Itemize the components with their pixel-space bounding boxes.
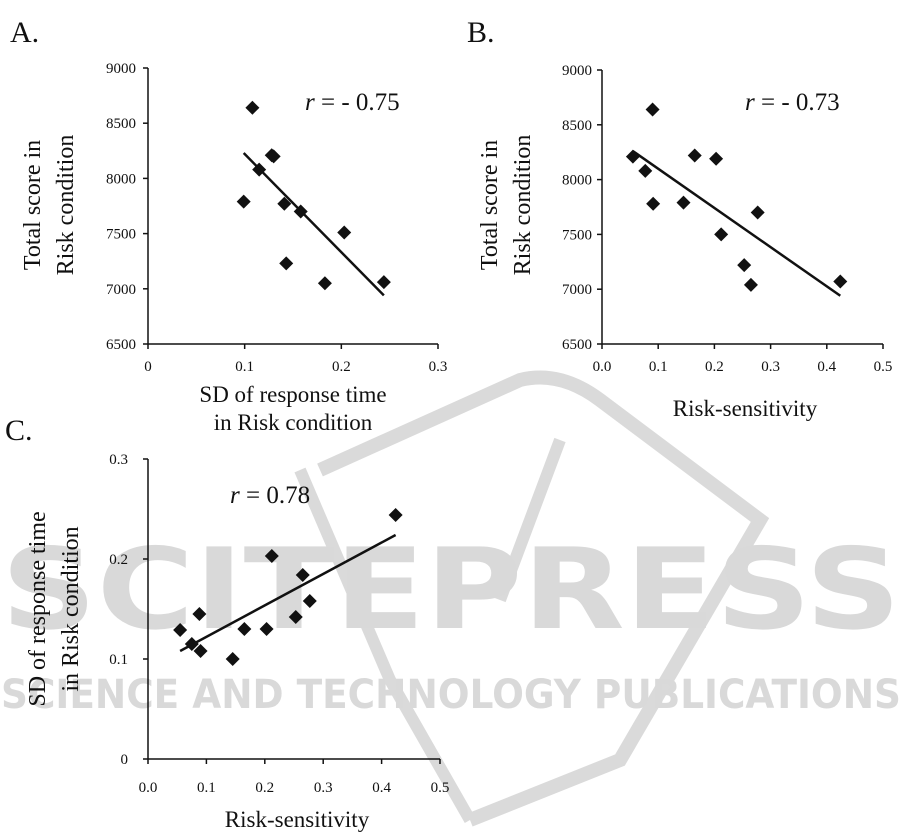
panel-b-data-point: [737, 258, 752, 273]
panel-b-y-tick-label: 8000: [562, 173, 592, 189]
panel-c-regression-line: [179, 533, 397, 653]
panel-a-data-point: [279, 256, 294, 271]
panel-c-data-point: [388, 508, 403, 522]
panel-a-y-axis-label: Total score in: [20, 140, 46, 270]
panel-b-data-point: [750, 205, 765, 220]
panel-b-x-tick-label: 0.4: [817, 359, 836, 375]
panel-b-data-point: [714, 227, 729, 242]
panel-b-y-tick-label: 7000: [562, 282, 592, 298]
panel-c-data-point: [192, 607, 207, 621]
panel-c-data-point: [184, 637, 199, 651]
panel-c-data-point: [193, 644, 208, 658]
panel-a-data-point: [236, 194, 251, 209]
panel-c-x-tick-label: 0.0: [139, 780, 158, 796]
panel-b-y-axis-label: Risk condition: [510, 135, 536, 276]
panel-b-x-tick-label: 0.5: [874, 359, 893, 375]
panel-b-y-tick-label: 7500: [562, 227, 592, 243]
panel-b-data-point: [676, 195, 691, 210]
panel-b-y-axis-label: Total score in: [477, 140, 503, 270]
watermark-emblem-outline: [317, 370, 770, 827]
panel-c-data-point: [288, 610, 303, 624]
panel-a-x-tick-label: 0.2: [332, 359, 351, 375]
panel-a-data-point: [337, 225, 352, 240]
panel-b-x-tick-label: 0.2: [705, 359, 724, 375]
panel-a-x-tick-label: 0: [144, 359, 152, 375]
panel-a-y-axis-label: Risk condition: [53, 135, 79, 276]
panel-a-data-point: [317, 276, 332, 291]
panel-b-y-tick-label: 9000: [562, 63, 592, 79]
panel-a-x-tick-label: 0.3: [429, 359, 448, 375]
panel-a-x-axis-label: in Risk condition: [214, 410, 373, 435]
panel-c-x-tick-label: 0.2: [255, 780, 274, 796]
watermark-emblem-stroke: [294, 437, 566, 823]
panel-a-letter: A.: [10, 16, 39, 49]
panel-b-y-tick-label: 8500: [562, 118, 592, 134]
panel-a-data-point: [277, 196, 292, 211]
panel-b-data-point: [709, 151, 724, 166]
panel-c-y-tick-label: 0.2: [109, 552, 128, 568]
panel-b: B. 6500 7000 7500 8000 8500 9000 0.0 0.1 0.2 0.3 0.…: [467, 16, 892, 421]
panel-a-data-point: [376, 275, 391, 290]
panel-b-data-point: [833, 274, 848, 289]
watermark-title: SCITEPRESS: [1, 525, 901, 655]
panel-a-y-tick-label: 9000: [106, 61, 136, 77]
panel-c-y-tick-label: 0.1: [109, 652, 128, 668]
watermark: SCITEPRESS SCIENCE AND TECHNOLOGY PUBLIC…: [1, 370, 901, 827]
panel-b-data-point: [646, 196, 661, 211]
panel-c-y-axis-label: in Risk condition: [58, 526, 84, 691]
panel-b-data-point: [638, 163, 653, 178]
panel-c-y-tick-label: 0: [121, 752, 129, 768]
panel-c-data-point: [225, 652, 240, 666]
panel-b-data-point: [687, 148, 702, 163]
panel-c-data-point: [295, 568, 310, 582]
panel-a-y-tick-label: 8500: [106, 116, 136, 132]
panel-a-y-tick-label: 7000: [106, 282, 136, 298]
panel-a-y-tick-label: 8000: [106, 171, 136, 187]
panel-b-data-point: [743, 277, 758, 292]
panel-c-x-axis-label: Risk-sensitivity: [225, 807, 370, 832]
panel-b-y-tick-label: 6500: [562, 337, 592, 353]
panel-a-y-tick-label: 6500: [106, 337, 136, 353]
panel-c-x-tick-label: 0.3: [314, 780, 333, 796]
panel-a-y-tick-label: 7500: [106, 227, 136, 243]
watermark-subtitle: SCIENCE AND TECHNOLOGY PUBLICATIONS: [1, 672, 901, 718]
panel-c-correlation-label: r = 0.78: [230, 482, 310, 509]
panel-b-data-point: [625, 149, 640, 164]
panel-b-x-tick-label: 0.0: [593, 359, 612, 375]
panel-c: C. 0 0.1 0.2 0.3 0.0 0.1 0.2 0.3 0.4 0.5 SD of resp…: [5, 414, 449, 832]
panel-c-x-tick-label: 0.1: [197, 780, 216, 796]
panel-b-x-tick-label: 0.1: [649, 359, 668, 375]
panel-b-data-point: [645, 102, 660, 117]
panel-c-data-point: [259, 622, 274, 636]
panel-c-y-axis-label: SD of response time: [25, 511, 51, 706]
panel-a-x-axis-label: SD of response time: [199, 382, 386, 407]
panel-c-y-tick-label: 0.3: [109, 452, 128, 468]
panel-b-correlation-label: r = - 0.73: [745, 89, 840, 116]
panel-a-correlation-label: r = - 0.75: [305, 89, 400, 116]
panel-a-data-point: [266, 149, 281, 164]
panel-c-letter: C.: [5, 414, 33, 447]
panel-b-x-tick-label: 0.3: [761, 359, 780, 375]
panel-a-data-point: [252, 162, 267, 177]
panel-b-x-axis-label: Risk-sensitivity: [673, 396, 818, 421]
panel-c-x-tick-label: 0.4: [372, 780, 391, 796]
panel-a-data-point: [245, 100, 260, 115]
panel-a-regression-line: [242, 152, 385, 297]
panel-c-data-point: [173, 623, 188, 637]
panel-c-data-point: [237, 622, 252, 636]
panel-b-regression-line: [632, 150, 842, 297]
panel-a-data-point: [293, 204, 308, 219]
panel-a-x-tick-label: 0.1: [235, 359, 254, 375]
panel-c-data-point: [302, 594, 317, 608]
panel-c-x-tick-label: 0.5: [431, 780, 450, 796]
panel-a: A. 6500 7000 7500 8000 8500 9000 0 0.1 0.2 0.3 Tota…: [10, 16, 447, 435]
panel-b-letter: B.: [467, 16, 495, 49]
panel-c-data-point: [264, 549, 279, 563]
